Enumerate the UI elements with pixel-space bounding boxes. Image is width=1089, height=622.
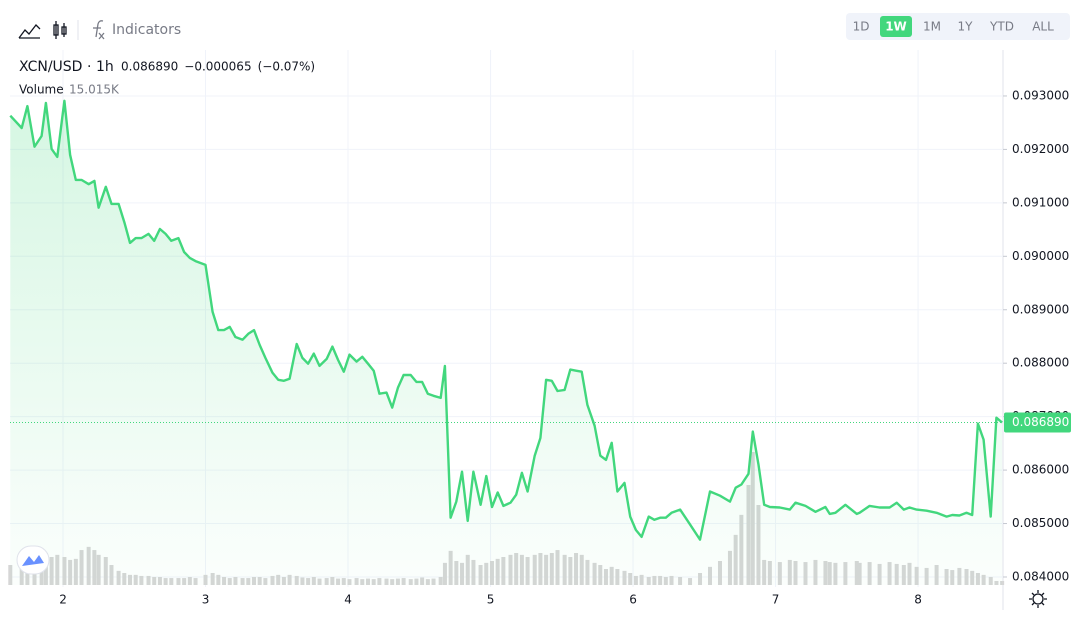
volume-bar (1000, 580, 1005, 585)
y-tick-label: 0.086000 (1012, 463, 1069, 477)
range-button[interactable]: 1M (923, 20, 941, 34)
separator: · (87, 59, 91, 75)
x-tick-label: 2 (59, 593, 67, 607)
last-price-box (1004, 412, 1071, 433)
price-line (9, 99, 1003, 541)
area-icon (18, 24, 41, 39)
range-button[interactable]: 1Y (958, 20, 974, 34)
header-change: −0.000065 (184, 60, 251, 74)
fx-x (98, 32, 105, 40)
header-price: 0.086890 (121, 60, 178, 74)
range-button[interactable]: 1D (853, 20, 870, 34)
x-tick-label: 6 (629, 593, 637, 607)
range-button[interactable]: YTD (989, 20, 1014, 34)
x-tick-label: 8 (914, 593, 922, 607)
y-tick-label: 0.092000 (1012, 142, 1069, 156)
y-tick-label: 0.090000 (1012, 249, 1069, 263)
indicators-icon[interactable] (93, 20, 105, 40)
y-tick-label: 0.084000 (1012, 569, 1069, 583)
y-tick-label: 0.093000 (1012, 88, 1069, 102)
price-area (10, 100, 1003, 586)
last-price-label: 0.086890 (1012, 415, 1069, 429)
settings[interactable] (1029, 590, 1047, 608)
candle-icon[interactable] (53, 21, 67, 39)
fx-f (95, 20, 104, 38)
x-tick-label: 3 (202, 593, 210, 607)
x-tick-label: 5 (487, 593, 495, 607)
volume-last: 15.015K (69, 83, 120, 97)
range-active-bg (880, 16, 912, 37)
x-tick-label: 7 (772, 593, 780, 607)
logo-mark (22, 555, 44, 566)
range-button[interactable]: ALL (1032, 20, 1054, 34)
chart-style-icon[interactable] (18, 24, 41, 39)
range-buttons: 1D 1W 1M 1Y YTD ALL (853, 16, 1054, 37)
interval: 1h (96, 59, 114, 75)
volume-bar (8, 565, 13, 585)
logo-bg (16, 545, 50, 575)
logo[interactable] (16, 545, 50, 575)
y-tick-label: 0.088000 (1012, 356, 1069, 370)
gear-teeth (1029, 590, 1047, 608)
indicators-button[interactable]: Indicators (112, 22, 181, 38)
x-tick-label: 4 (344, 593, 352, 607)
volume-label: Volume (19, 83, 64, 97)
y-tick-label: 0.085000 (1012, 516, 1069, 530)
header-change-percent: (−0.07%) (258, 60, 316, 74)
y-tick-label: 0.091000 (1012, 195, 1069, 209)
y-tick-label: 0.089000 (1012, 302, 1069, 316)
gear-ring (1032, 593, 1044, 605)
symbol: XCN/USD (19, 59, 82, 75)
plot (9, 99, 1003, 586)
range-button[interactable]: 1W (885, 20, 907, 34)
